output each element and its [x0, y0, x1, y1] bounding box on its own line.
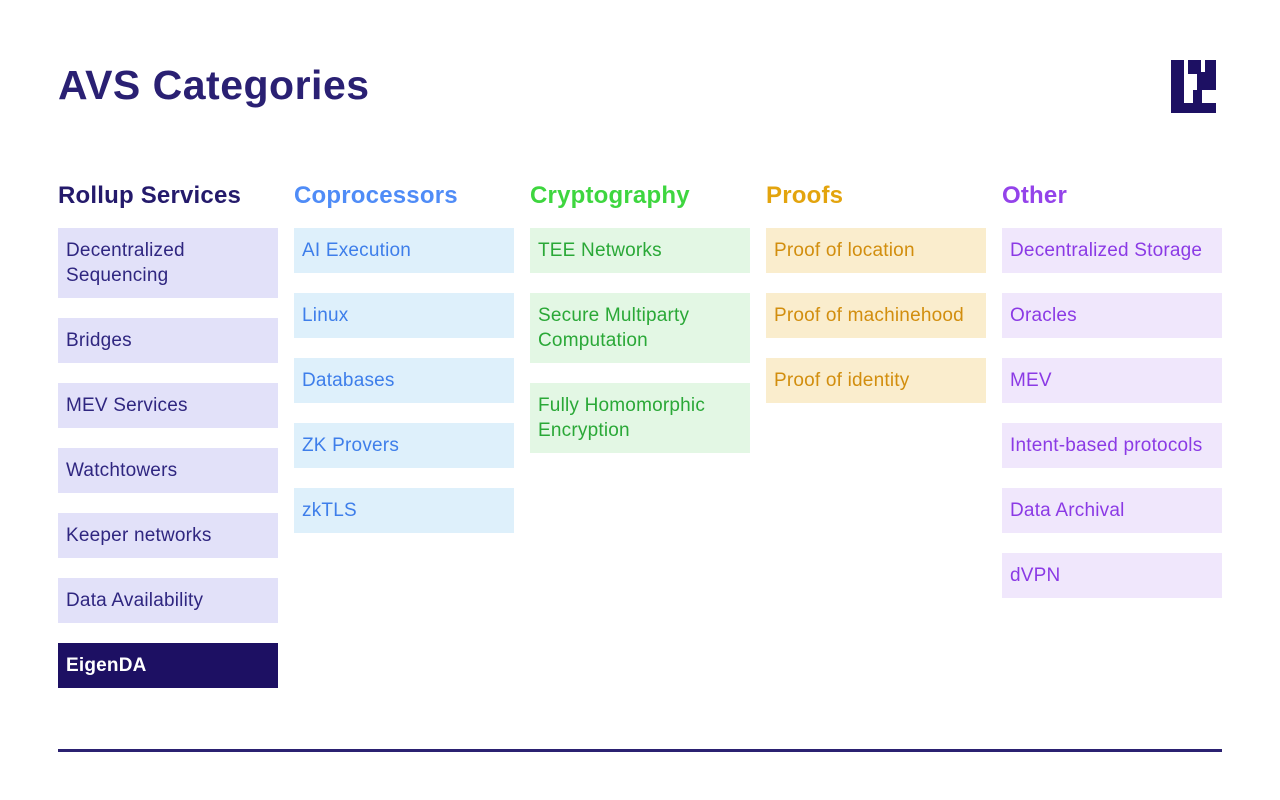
- eigenlayer-logo-icon: [1171, 60, 1216, 113]
- category-tile-zktls: zkTLS: [294, 488, 514, 533]
- category-tile-fully-homomorphic-encryption: Fully Homomorphic Encryption: [530, 383, 750, 453]
- column-header-cryptography: Cryptography: [530, 182, 690, 209]
- column-tiles-cryptography: TEE Networks Secure Multiparty Computatio…: [530, 228, 750, 453]
- category-tile-data-availability: Data Availability: [58, 578, 278, 623]
- category-tile-intent-based-protocols: Intent-based protocols: [1002, 423, 1222, 468]
- category-columns: Rollup Services Decentralized Sequencing B…: [58, 182, 1222, 688]
- category-tile-data-archival: Data Archival: [1002, 488, 1222, 533]
- category-tile-bridges: Bridges: [58, 318, 278, 363]
- column-header-coprocessors: Coprocessors: [294, 182, 458, 209]
- category-tile-decentralized-storage: Decentralized Storage: [1002, 228, 1222, 273]
- category-tile-proof-of-machinehood: Proof of machinehood: [766, 293, 986, 338]
- category-tile-decentralized-sequencing: Decentralized Sequencing: [58, 228, 278, 298]
- category-tile-zk-provers: ZK Provers: [294, 423, 514, 468]
- category-column-cryptography: Cryptography TEE Networks Secure Multipart…: [530, 182, 750, 453]
- category-tile-keeper-networks: Keeper networks: [58, 513, 278, 558]
- column-header-proofs: Proofs: [766, 182, 844, 209]
- category-column-coprocessors: Coprocessors AI Execution Linux Databases ZK…: [294, 182, 514, 533]
- category-tile-linux: Linux: [294, 293, 514, 338]
- category-tile-mev: MEV: [1002, 358, 1222, 403]
- page-title: AVS Categories: [58, 62, 370, 108]
- column-tiles-coprocessors: AI Execution Linux Databases ZK Provers zkTL…: [294, 228, 514, 533]
- category-tile-ai-execution: AI Execution: [294, 228, 514, 273]
- category-tile-dvpn: dVPN: [1002, 553, 1222, 598]
- column-header-rollup-services: Rollup Services: [58, 182, 242, 209]
- category-tile-oracles: Oracles: [1002, 293, 1222, 338]
- category-column-proofs: Proofs Proof of location Proof of machineh…: [766, 182, 986, 403]
- bottom-divider: [58, 749, 1222, 752]
- column-tiles-proofs: Proof of location Proof of machinehood Pro…: [766, 228, 986, 403]
- category-column-rollup-services: Rollup Services Decentralized Sequencing B…: [58, 182, 278, 688]
- category-tile-databases: Databases: [294, 358, 514, 403]
- column-header-other: Other: [1002, 182, 1068, 209]
- category-column-other: Other Decentralized Storage Oracles MEV Inte…: [1002, 182, 1222, 598]
- category-tile-tee-networks: TEE Networks: [530, 228, 750, 273]
- column-tiles-rollup-services: Decentralized Sequencing Bridges MEV Servi…: [58, 228, 278, 688]
- category-tile-proof-of-location: Proof of location: [766, 228, 986, 273]
- category-tile-secure-multiparty-computation: Secure Multiparty Computation: [530, 293, 750, 363]
- category-tile-watchtowers: Watchtowers: [58, 448, 278, 493]
- category-tile-mev-services: MEV Services: [58, 383, 278, 428]
- category-tile-eigenda: EigenDA: [58, 643, 278, 688]
- column-tiles-other: Decentralized Storage Oracles MEV Intent-ba…: [1002, 228, 1222, 598]
- category-tile-proof-of-identity: Proof of identity: [766, 358, 986, 403]
